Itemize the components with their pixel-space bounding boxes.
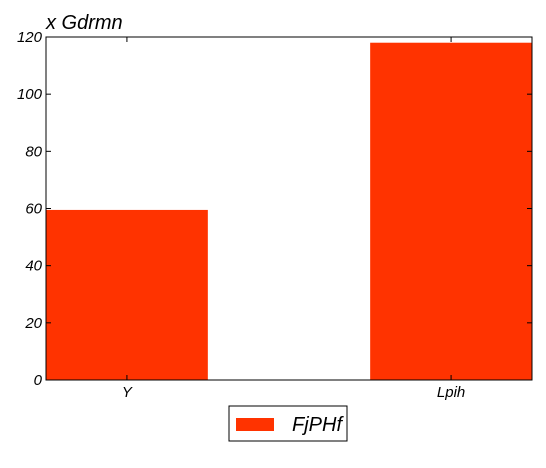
legend: FjPHf [229,406,347,441]
bars-group [46,43,532,380]
bar-lpih [370,43,532,380]
y-tick-label: 120 [17,29,43,46]
bar-y [46,210,208,380]
x-tick-label: Y [122,384,133,401]
x-tick-label: Lpih [437,384,465,401]
y-tick-label: 0 [34,372,43,389]
y-tick-label: 20 [24,315,42,332]
y-tick-label: 60 [25,201,42,218]
y-tick-label: 40 [25,258,42,275]
y-tick-label: 80 [25,143,42,160]
y-tick-label: 100 [17,86,43,103]
legend-label: FjPHf [292,414,344,436]
legend-swatch [236,418,274,431]
chart-title: x Gdrmn [45,12,123,34]
